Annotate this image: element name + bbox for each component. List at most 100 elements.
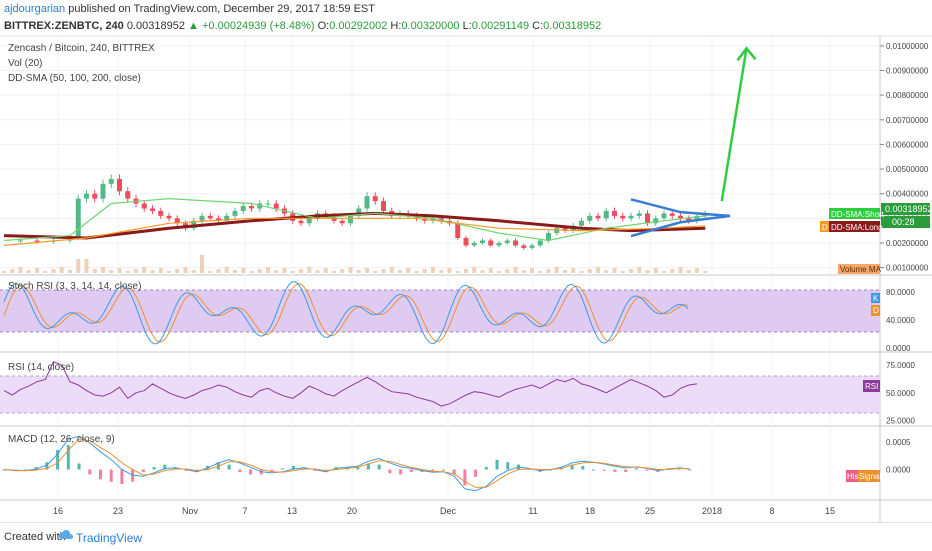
tradingview-link[interactable]: TradingView bbox=[76, 531, 143, 545]
volume-bars bbox=[2, 255, 708, 273]
volume-bar bbox=[645, 270, 650, 273]
stoch-k-tag bbox=[871, 293, 880, 303]
volume-bar bbox=[488, 268, 493, 273]
signal-tag bbox=[858, 470, 880, 482]
candle bbox=[669, 213, 675, 216]
macd-line bbox=[3, 435, 691, 492]
candle bbox=[339, 220, 345, 224]
macd-hist-bar bbox=[34, 467, 38, 470]
candle bbox=[141, 203, 147, 209]
rsi-y-tick-label: 50.0000 bbox=[886, 389, 915, 398]
stoch-k-line bbox=[3, 281, 689, 345]
sma-long-tag bbox=[829, 221, 880, 232]
candle bbox=[579, 220, 584, 226]
macd-hist-bar bbox=[56, 450, 60, 470]
candle bbox=[207, 215, 213, 219]
candle bbox=[75, 198, 81, 239]
price-tag-text: 0.00318952 bbox=[885, 204, 932, 214]
volume-ma-tag-text: Volume MA bbox=[840, 265, 882, 274]
volume-bar bbox=[117, 268, 122, 273]
volume-bar bbox=[439, 270, 444, 273]
candle bbox=[603, 210, 609, 219]
last-price: 0.00318952 bbox=[126, 20, 185, 32]
author-link[interactable]: ajdourgarian bbox=[4, 3, 66, 15]
volume-bar bbox=[686, 270, 691, 273]
candle bbox=[356, 208, 362, 216]
hist-tag bbox=[846, 470, 858, 482]
vol-label: Vol (20) bbox=[8, 58, 42, 69]
candle bbox=[92, 193, 98, 199]
volume-bar bbox=[571, 268, 576, 273]
volume-bar bbox=[406, 268, 411, 273]
triangle-top-line bbox=[630, 198, 731, 218]
candle bbox=[455, 223, 461, 239]
volume-bar bbox=[241, 268, 246, 273]
volume-bar bbox=[92, 269, 97, 273]
stoch-k-text: K bbox=[873, 294, 879, 303]
volume-bar bbox=[546, 269, 551, 273]
y-tick-label: 0.00800000 bbox=[886, 91, 929, 100]
sma-short-tag bbox=[829, 208, 880, 219]
y-tick-label: 0.00700000 bbox=[886, 116, 929, 125]
stoch-d-text: D bbox=[873, 306, 879, 315]
price-tag bbox=[881, 203, 930, 215]
candle bbox=[240, 206, 246, 211]
x-tick-label: 2018 bbox=[702, 506, 722, 516]
macd-hist-bar bbox=[441, 469, 445, 471]
volume-bar bbox=[307, 267, 312, 273]
x-tick-label: 7 bbox=[242, 506, 247, 516]
candle bbox=[554, 228, 560, 234]
volume-bar bbox=[398, 270, 402, 273]
volume-bar bbox=[323, 268, 328, 273]
sma-lines bbox=[3, 197, 706, 246]
macd-hist-bar bbox=[88, 469, 92, 475]
volume-bar bbox=[620, 271, 625, 273]
candle bbox=[257, 203, 263, 209]
volume-bar bbox=[150, 270, 155, 273]
candle bbox=[653, 218, 659, 224]
y-tick-label: 0.01000000 bbox=[886, 42, 929, 51]
candle bbox=[645, 213, 650, 224]
signal-line bbox=[3, 438, 691, 488]
footer: Created with TradingView bbox=[0, 522, 932, 551]
candle bbox=[306, 218, 312, 224]
macd-hist-bar bbox=[184, 469, 188, 471]
volume-bar bbox=[51, 269, 56, 273]
volume-bar bbox=[191, 270, 196, 273]
volume-bar bbox=[678, 267, 683, 273]
volume-bar bbox=[637, 267, 642, 273]
sma-line bbox=[3, 217, 706, 246]
volume-bar bbox=[109, 270, 114, 273]
volume-bar bbox=[447, 268, 452, 273]
macd-hist-bar bbox=[281, 468, 285, 470]
macd-hist-bar bbox=[141, 469, 145, 472]
x-tick-label: Dec bbox=[440, 506, 457, 516]
candle bbox=[504, 240, 510, 243]
rsi-tag-text: RSI bbox=[865, 382, 878, 391]
volume-bar bbox=[2, 271, 6, 273]
volume-bar bbox=[587, 269, 592, 273]
volume-bar bbox=[340, 269, 345, 273]
macd-hist-bar bbox=[120, 469, 124, 485]
sma-label: DD-SMA (50, 100, 200, close) bbox=[8, 73, 141, 84]
volume-bar bbox=[200, 255, 204, 273]
macd-hist-bar bbox=[23, 469, 27, 471]
volume-bar bbox=[208, 271, 213, 273]
macd-pane-title: MACD (12, 26, close, 9) bbox=[8, 434, 115, 445]
volume-bar bbox=[134, 269, 138, 273]
volume-bar bbox=[167, 271, 171, 273]
x-tick-label: 18 bbox=[585, 506, 595, 516]
volume-bar bbox=[596, 267, 600, 273]
rsi-tag bbox=[863, 380, 880, 392]
macd-hist-bar bbox=[602, 469, 606, 471]
macd-hist-bar bbox=[634, 468, 638, 470]
candle bbox=[364, 196, 370, 209]
volume-bar bbox=[183, 267, 188, 273]
volume-bar bbox=[84, 259, 89, 273]
volume-bar bbox=[422, 269, 427, 273]
high-label: H: bbox=[390, 20, 402, 32]
open-value: 0.00292002 bbox=[329, 20, 388, 32]
macd-hist-bar bbox=[66, 445, 70, 470]
volume-bar bbox=[414, 271, 419, 273]
